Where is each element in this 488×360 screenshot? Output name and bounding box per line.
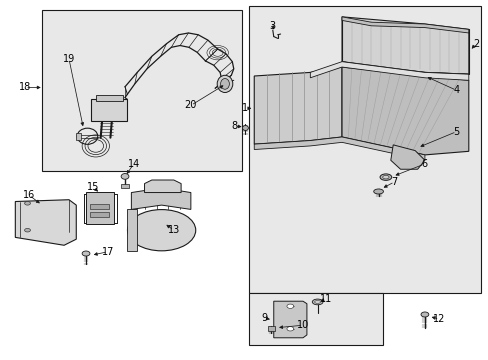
Text: 15: 15 [87, 182, 100, 192]
Bar [249, 6, 480, 293]
Polygon shape [310, 62, 468, 80]
Ellipse shape [314, 301, 320, 303]
Text: 18: 18 [19, 82, 31, 93]
Bar [90, 204, 109, 210]
Polygon shape [254, 137, 424, 160]
Text: 13: 13 [167, 225, 180, 235]
Text: 3: 3 [269, 21, 275, 31]
Text: 20: 20 [184, 100, 197, 111]
Text: 6: 6 [421, 159, 427, 169]
Text: 7: 7 [391, 177, 397, 187]
Polygon shape [341, 17, 468, 33]
Ellipse shape [24, 202, 30, 205]
Text: 17: 17 [102, 247, 114, 257]
Polygon shape [15, 200, 76, 245]
Text: 5: 5 [452, 127, 459, 136]
Ellipse shape [242, 126, 248, 131]
Polygon shape [341, 67, 468, 155]
Ellipse shape [286, 304, 293, 309]
Text: 2: 2 [472, 39, 478, 49]
Polygon shape [254, 67, 341, 144]
Ellipse shape [220, 78, 229, 89]
Text: 1: 1 [242, 103, 248, 113]
Text: 9: 9 [261, 313, 266, 323]
Bar [267, 326, 274, 331]
Bar [127, 210, 137, 251]
Text: 16: 16 [23, 190, 35, 200]
Bar [96, 95, 122, 101]
Text: 12: 12 [432, 314, 445, 324]
Polygon shape [341, 17, 468, 74]
Ellipse shape [379, 174, 391, 180]
Text: 14: 14 [127, 159, 140, 169]
Ellipse shape [373, 189, 383, 194]
Ellipse shape [127, 210, 195, 251]
Text: 19: 19 [62, 54, 75, 64]
Bar [249, 293, 383, 345]
Polygon shape [273, 301, 306, 338]
Ellipse shape [24, 228, 30, 232]
Text: 11: 11 [320, 294, 332, 304]
Bar [91, 99, 127, 121]
Polygon shape [390, 145, 424, 169]
Text: 8: 8 [231, 121, 237, 131]
Bar [42, 10, 242, 171]
Bar [90, 212, 109, 217]
Text: 4: 4 [453, 85, 459, 95]
Ellipse shape [382, 175, 388, 179]
Polygon shape [144, 180, 181, 193]
Ellipse shape [420, 312, 428, 317]
Bar [86, 192, 114, 224]
Ellipse shape [217, 75, 232, 93]
Ellipse shape [121, 174, 129, 179]
Text: 10: 10 [296, 320, 308, 330]
Ellipse shape [82, 251, 90, 256]
Ellipse shape [286, 327, 293, 331]
Polygon shape [131, 188, 190, 210]
Ellipse shape [312, 299, 323, 305]
Bar [121, 184, 129, 188]
Bar [76, 133, 81, 140]
